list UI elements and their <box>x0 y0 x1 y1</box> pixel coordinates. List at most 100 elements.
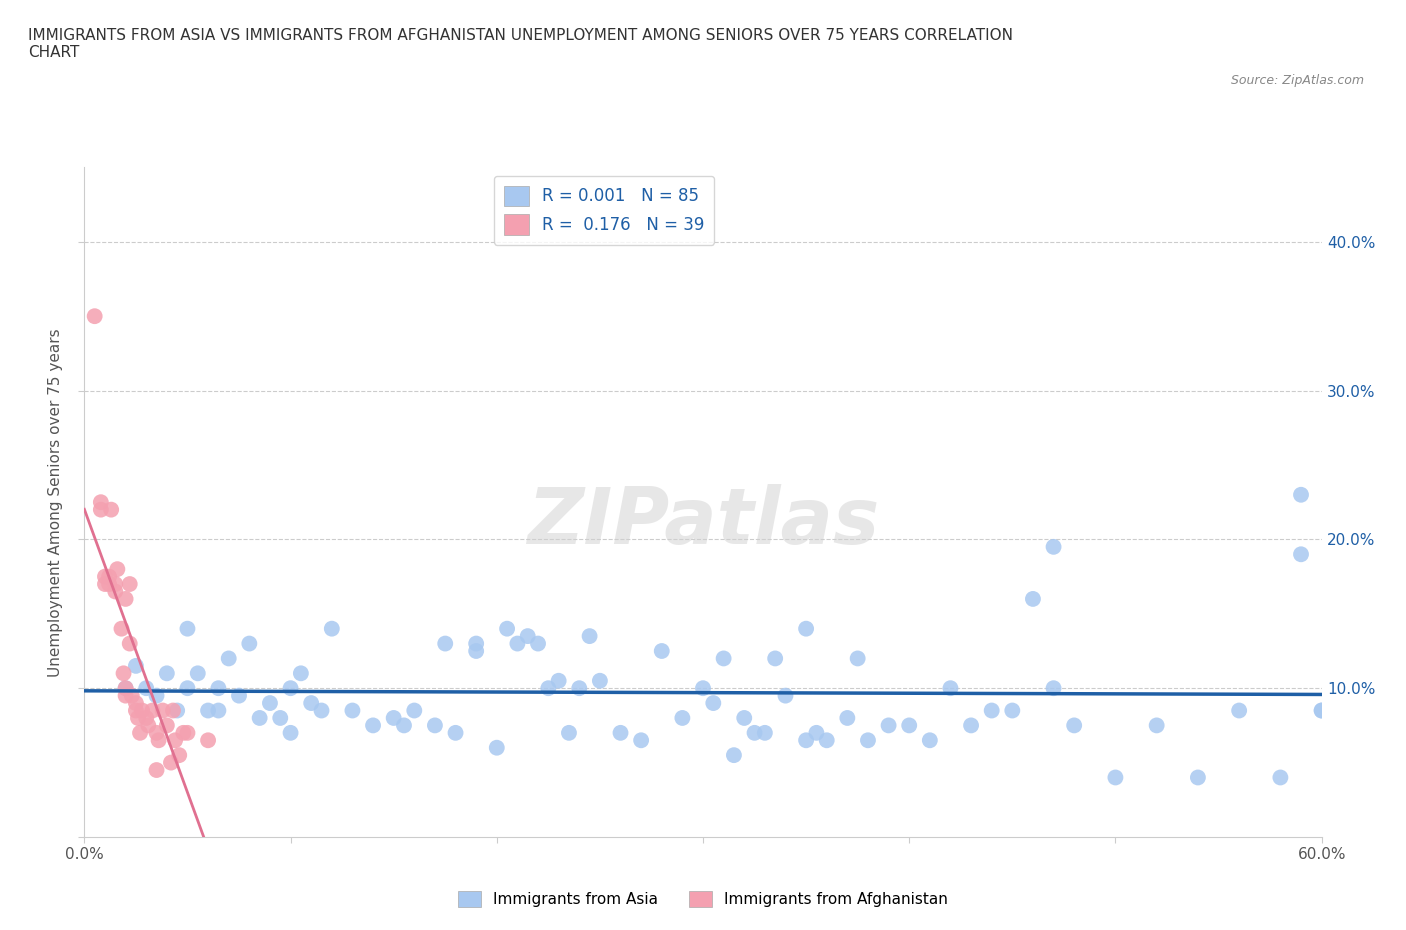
Point <box>775 688 797 703</box>
Point <box>1001 703 1024 718</box>
Point <box>846 651 869 666</box>
Point <box>1146 718 1168 733</box>
Point <box>141 703 163 718</box>
Point <box>259 696 281 711</box>
Point <box>100 502 122 517</box>
Point <box>382 711 405 725</box>
Point <box>702 696 724 711</box>
Point <box>1022 591 1045 606</box>
Point <box>129 725 152 740</box>
Point <box>815 733 838 748</box>
Point <box>114 681 136 696</box>
Point <box>485 740 508 755</box>
Point <box>207 703 229 718</box>
Point <box>125 658 148 673</box>
Point <box>578 629 600 644</box>
Point <box>1310 703 1333 718</box>
Point <box>94 577 117 591</box>
Point <box>794 733 817 748</box>
Point <box>444 725 467 740</box>
Point <box>121 688 143 703</box>
Point <box>249 711 271 725</box>
Point <box>856 733 879 748</box>
Point <box>148 733 170 748</box>
Point <box>713 651 735 666</box>
Point <box>166 703 188 718</box>
Point <box>207 681 229 696</box>
Point <box>90 502 112 517</box>
Point <box>1187 770 1209 785</box>
Point <box>127 711 149 725</box>
Point <box>299 696 322 711</box>
Point <box>145 688 167 703</box>
Point <box>160 755 183 770</box>
Point <box>423 718 446 733</box>
Text: IMMIGRANTS FROM ASIA VS IMMIGRANTS FROM AFGHANISTAN UNEMPLOYMENT AMONG SENIORS O: IMMIGRANTS FROM ASIA VS IMMIGRANTS FROM … <box>28 28 1014 60</box>
Point <box>547 673 569 688</box>
Point <box>104 584 127 599</box>
Point <box>112 666 135 681</box>
Point <box>877 718 900 733</box>
Point <box>114 681 136 696</box>
Point <box>568 681 591 696</box>
Point <box>280 725 302 740</box>
Point <box>806 725 828 740</box>
Text: ZIPatlas: ZIPatlas <box>527 485 879 560</box>
Point <box>671 711 693 725</box>
Point <box>83 309 105 324</box>
Point <box>197 733 219 748</box>
Point <box>527 636 550 651</box>
Point <box>516 629 538 644</box>
Legend: R = 0.001   N = 85, R =  0.176   N = 39: R = 0.001 N = 85, R = 0.176 N = 39 <box>494 176 714 245</box>
Point <box>537 681 560 696</box>
Point <box>136 718 159 733</box>
Point <box>465 644 488 658</box>
Point <box>939 681 962 696</box>
Point <box>114 591 136 606</box>
Point <box>960 718 983 733</box>
Point <box>311 703 333 718</box>
Point <box>145 725 167 740</box>
Point <box>1289 547 1312 562</box>
Y-axis label: Unemployment Among Seniors over 75 years: Unemployment Among Seniors over 75 years <box>48 328 63 676</box>
Point <box>404 703 426 718</box>
Point <box>342 703 364 718</box>
Point <box>110 621 132 636</box>
Point <box>187 666 209 681</box>
Point <box>1227 703 1250 718</box>
Point <box>496 621 519 636</box>
Point <box>118 636 141 651</box>
Point <box>104 577 127 591</box>
Point <box>118 577 141 591</box>
Point <box>898 718 921 733</box>
Point <box>105 562 128 577</box>
Point <box>94 569 117 584</box>
Point <box>1310 703 1333 718</box>
Point <box>156 718 179 733</box>
Point <box>1270 770 1292 785</box>
Point <box>1104 770 1126 785</box>
Point <box>506 636 529 651</box>
Text: Source: ZipAtlas.com: Source: ZipAtlas.com <box>1230 74 1364 87</box>
Point <box>1063 718 1085 733</box>
Point <box>1042 681 1064 696</box>
Point <box>723 748 745 763</box>
Point <box>837 711 859 725</box>
Point <box>392 718 415 733</box>
Point <box>197 703 219 718</box>
Point <box>145 763 167 777</box>
Point <box>165 733 187 748</box>
Point <box>98 569 121 584</box>
Point <box>630 733 652 748</box>
Point <box>361 718 384 733</box>
Point <box>692 681 714 696</box>
Point <box>269 711 291 725</box>
Point <box>321 621 343 636</box>
Point <box>176 621 198 636</box>
Point <box>125 696 148 711</box>
Point <box>980 703 1002 718</box>
Point <box>609 725 631 740</box>
Point <box>280 681 302 696</box>
Point <box>465 636 488 651</box>
Point <box>733 711 755 725</box>
